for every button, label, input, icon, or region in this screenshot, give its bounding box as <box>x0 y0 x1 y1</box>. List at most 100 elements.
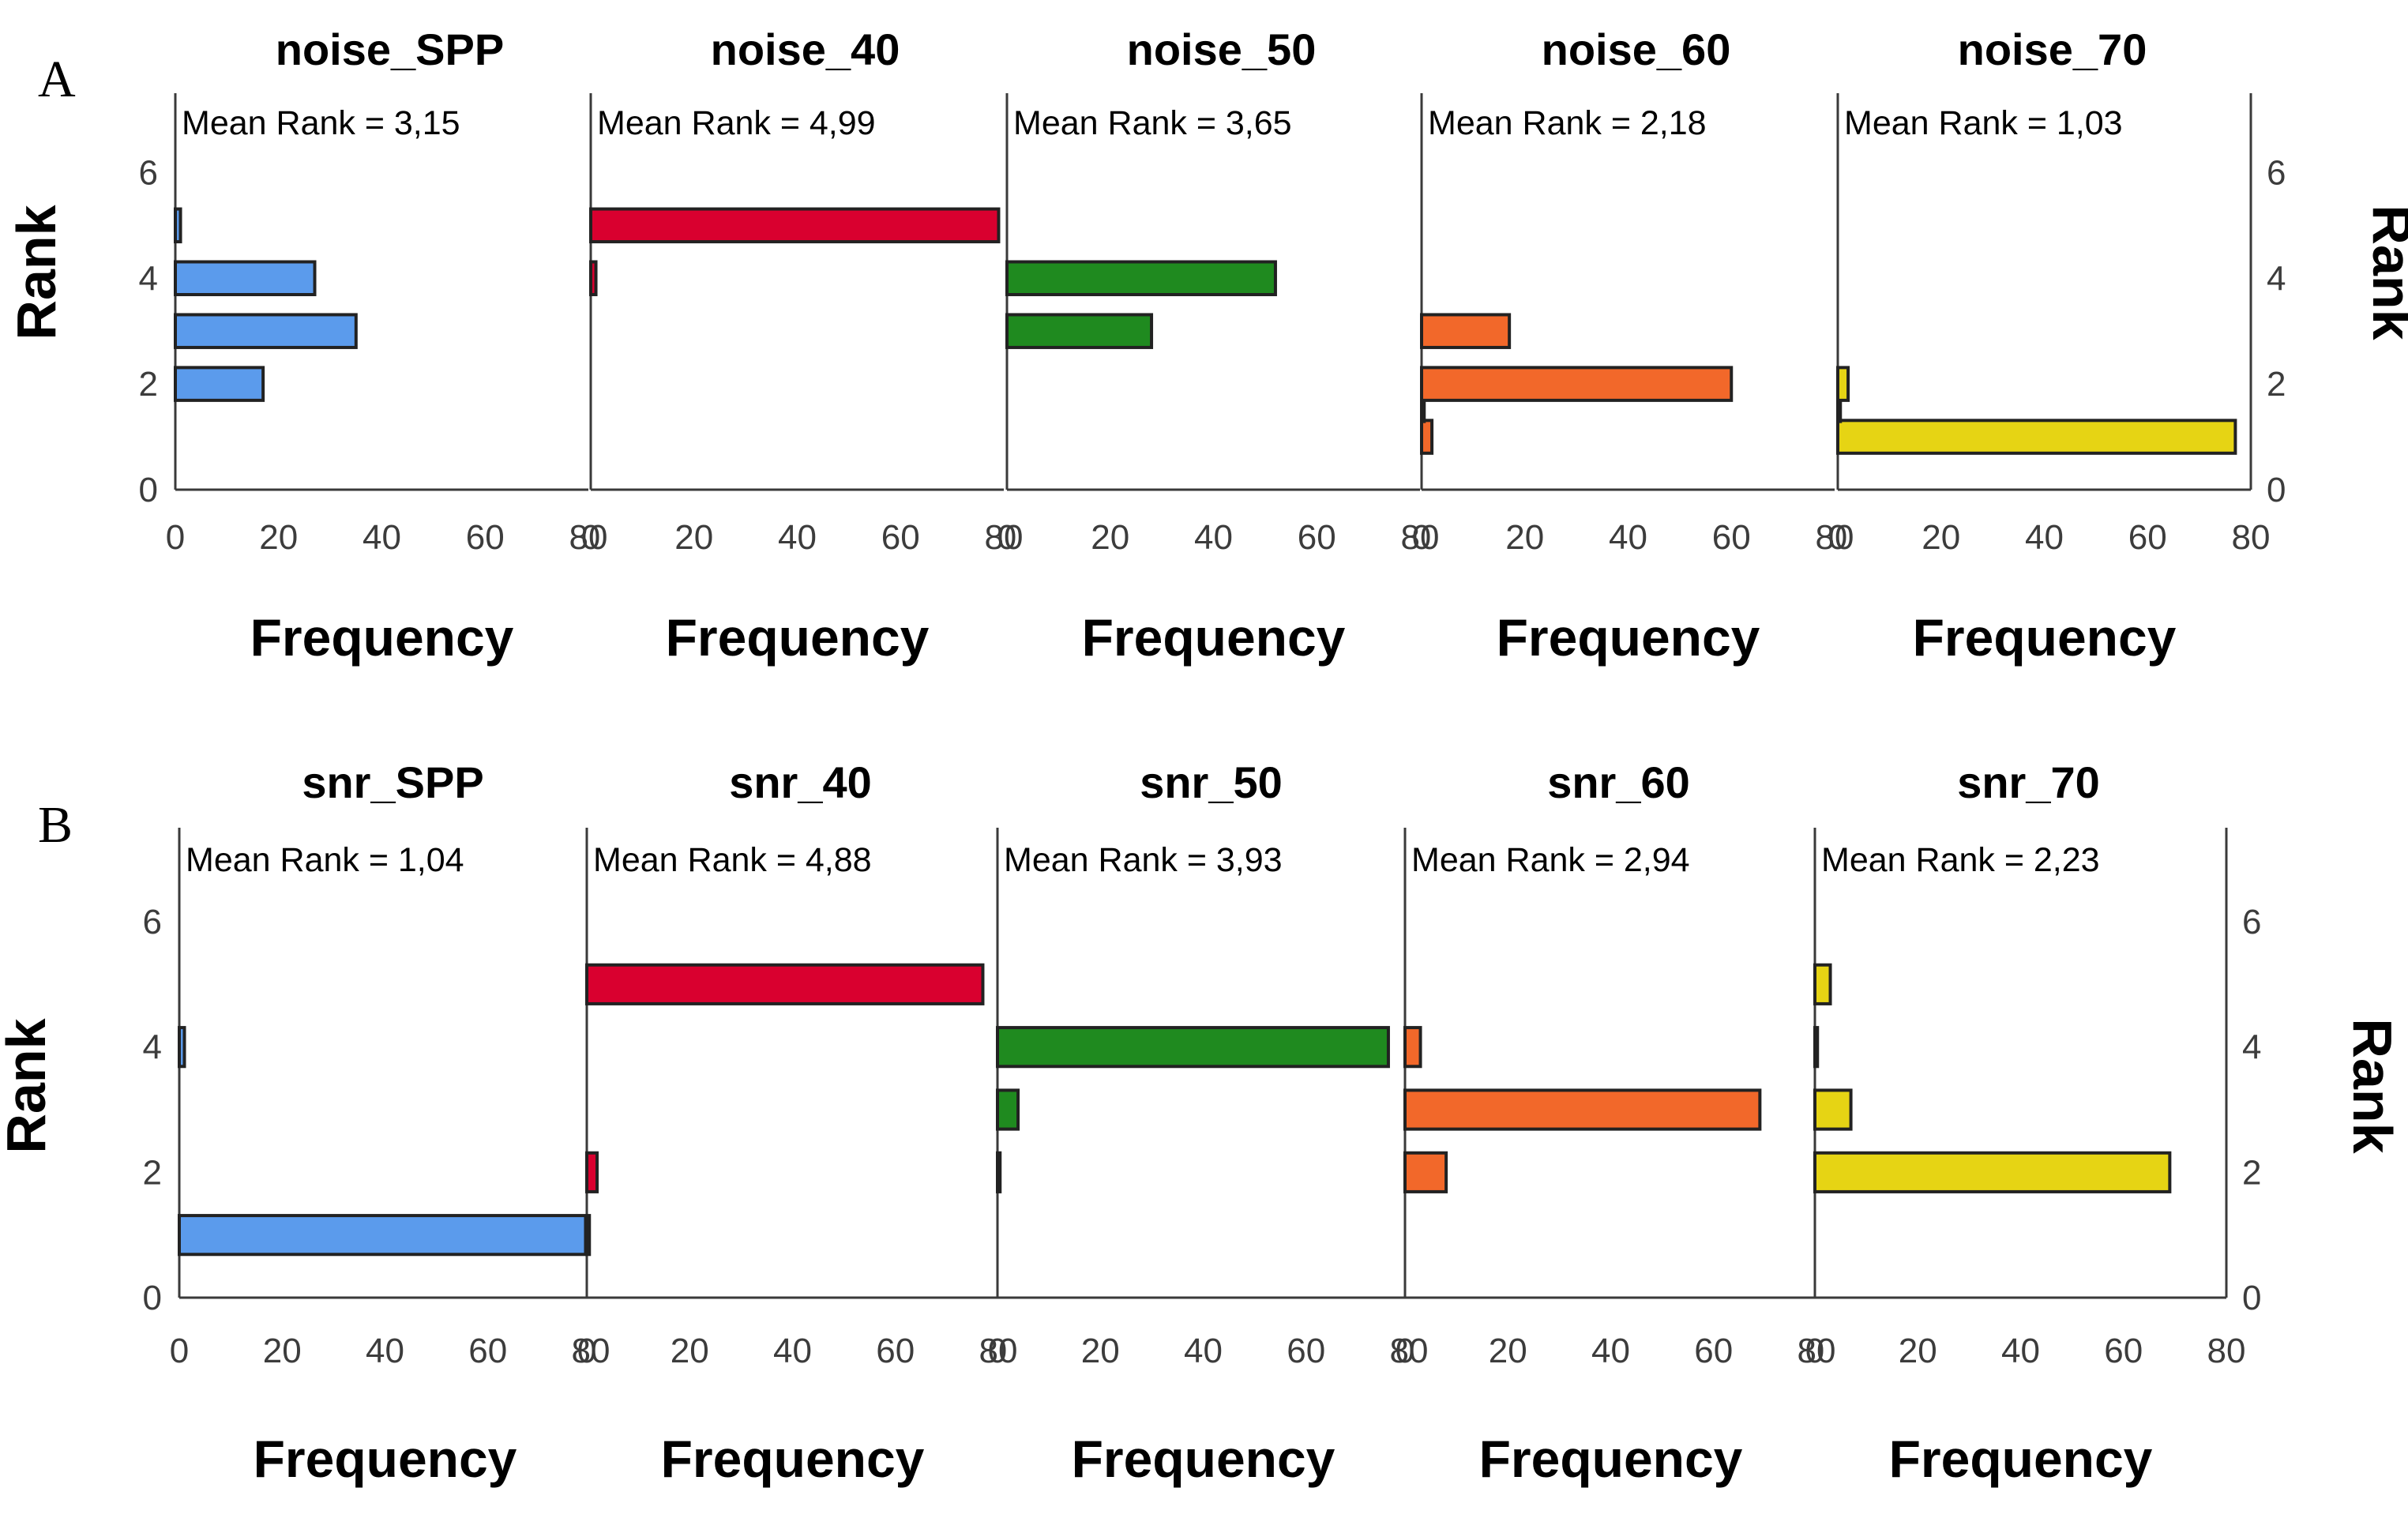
x-tick-label: 60 <box>1287 1332 1325 1370</box>
x-tick-label: 40 <box>778 518 817 557</box>
x-tick-label: 40 <box>1184 1332 1223 1370</box>
bar <box>1813 963 1832 1005</box>
mean-rank-label: Mean Rank = 2,94 <box>1411 841 1690 879</box>
bar <box>174 366 265 402</box>
y-tick-label-right: 6 <box>2242 903 2261 941</box>
subplot-noise_50: noise_50 Mean Rank = 3,65 0 20 40 60 80 Frequen… <box>997 24 1440 667</box>
x-tick-label: 20 <box>1489 1332 1527 1370</box>
x-tick-label: 0 <box>1412 518 1431 557</box>
bar <box>174 313 358 349</box>
subplot-title: snr_60 <box>1547 757 1690 807</box>
bar <box>1005 260 1277 297</box>
bar <box>178 1026 186 1069</box>
subplot-title: snr_70 <box>1957 757 2100 807</box>
x-axis-label: Frequency <box>661 1430 925 1488</box>
x-tick-label: 40 <box>1609 518 1647 557</box>
bar <box>1403 1151 1448 1193</box>
bar <box>1836 366 1850 402</box>
x-tick-label: 80 <box>979 1332 1018 1370</box>
y-axis-label-left: Rank <box>6 205 67 340</box>
x-tick-label: 40 <box>773 1332 812 1370</box>
bar <box>589 207 1001 244</box>
x-tick-label: 40 <box>1591 1332 1630 1370</box>
y-tick-label-left: 6 <box>143 903 162 941</box>
subplot-snr_60: snr_60 Mean Rank = 2,94 0 20 40 60 80 Frequency <box>1396 757 1836 1488</box>
bar <box>1403 1026 1422 1069</box>
y-tick-label-left: 6 <box>139 153 158 192</box>
panel-label: B <box>38 796 73 854</box>
x-axis-label: Frequency <box>1479 1430 1743 1488</box>
mean-rank-label: Mean Rank = 3,15 <box>182 104 460 142</box>
bar <box>174 260 317 297</box>
bar <box>1403 1088 1762 1131</box>
x-tick-label: 0 <box>581 518 600 557</box>
subplot-title: noise_50 <box>1127 24 1317 74</box>
x-tick-label: 80 <box>2207 1332 2246 1370</box>
y-tick-label-left: 2 <box>139 365 158 404</box>
bar <box>585 1214 592 1257</box>
x-tick-label: 80 <box>1798 1332 1836 1370</box>
y-tick-label-right: 0 <box>2267 471 2286 509</box>
x-tick-label: 20 <box>1091 518 1129 557</box>
mean-rank-label: Mean Rank = 2,23 <box>1821 841 2100 879</box>
y-axis-label-right: Rank <box>2342 1018 2403 1153</box>
x-axis-label: Frequency <box>1072 1430 1335 1488</box>
x-tick-label: 60 <box>2128 518 2167 557</box>
y-tick-label-right: 2 <box>2242 1153 2261 1192</box>
x-tick-label: 20 <box>1899 1332 1937 1370</box>
bar <box>996 1151 1002 1193</box>
x-tick-label: 60 <box>466 518 505 557</box>
x-tick-label: 0 <box>997 518 1016 557</box>
y-tick-label-left: 4 <box>139 259 158 298</box>
bar <box>1813 1026 1820 1069</box>
bar <box>174 207 182 244</box>
x-tick-label: 0 <box>170 1332 189 1370</box>
x-tick-label: 0 <box>1396 1332 1414 1370</box>
x-tick-label: 0 <box>988 1332 1007 1370</box>
subplot-title: snr_SPP <box>302 757 483 807</box>
y-tick-label-left: 0 <box>143 1279 162 1317</box>
bar <box>1836 419 2237 455</box>
y-tick-label-right: 4 <box>2267 259 2286 298</box>
subplot-title: snr_50 <box>1140 757 1283 807</box>
x-tick-label: 60 <box>2104 1332 2143 1370</box>
x-tick-label: 20 <box>1922 518 1960 557</box>
x-tick-label: 0 <box>577 1332 596 1370</box>
bar <box>589 260 598 297</box>
x-axis-label: Frequency <box>666 608 930 667</box>
x-tick-label: 60 <box>468 1332 507 1370</box>
x-tick-label: 20 <box>674 518 713 557</box>
mean-rank-label: Mean Rank = 4,88 <box>593 841 872 879</box>
subplot-snr_40: snr_40 Mean Rank = 4,88 0 20 40 60 80 Frequency <box>577 757 1018 1488</box>
mean-rank-label: Mean Rank = 1,03 <box>1844 104 2123 142</box>
bar <box>178 1214 588 1257</box>
mean-rank-label: Mean Rank = 2,18 <box>1428 104 1707 142</box>
mean-rank-label: Mean Rank = 1,04 <box>186 841 464 879</box>
subplot-title: snr_40 <box>729 757 872 807</box>
y-tick-label-right: 6 <box>2267 153 2286 192</box>
subplot-title: noise_60 <box>1542 24 1731 74</box>
x-axis-label: Frequency <box>1913 608 2177 667</box>
bar <box>1420 366 1734 402</box>
x-tick-label: 40 <box>366 1332 404 1370</box>
x-tick-label: 80 <box>572 1332 610 1370</box>
x-axis-label: Frequency <box>1082 608 1346 667</box>
bar <box>585 1151 599 1193</box>
x-axis-label: Frequency <box>254 1430 517 1488</box>
bar <box>996 1026 1390 1069</box>
x-tick-label: 20 <box>1081 1332 1120 1370</box>
mean-rank-label: Mean Rank = 3,93 <box>1004 841 1283 879</box>
subplot-title: noise_40 <box>711 24 900 74</box>
subplot-noise_70: noise_70 Mean Rank = 1,03 0 20 40 60 80 Frequen… <box>1828 24 2271 667</box>
x-tick-label: 80 <box>1401 518 1440 557</box>
panel-label: A <box>38 51 76 108</box>
x-tick-label: 40 <box>2025 518 2064 557</box>
x-tick-label: 80 <box>2232 518 2271 557</box>
x-tick-label: 20 <box>671 1332 709 1370</box>
y-tick-label-right: 4 <box>2242 1028 2261 1067</box>
y-tick-label-left: 2 <box>143 1153 162 1192</box>
x-tick-label: 0 <box>166 518 185 557</box>
subplot-snr_70: snr_70 Mean Rank = 2,23 0 20 40 60 80 Frequency <box>1805 757 2246 1488</box>
